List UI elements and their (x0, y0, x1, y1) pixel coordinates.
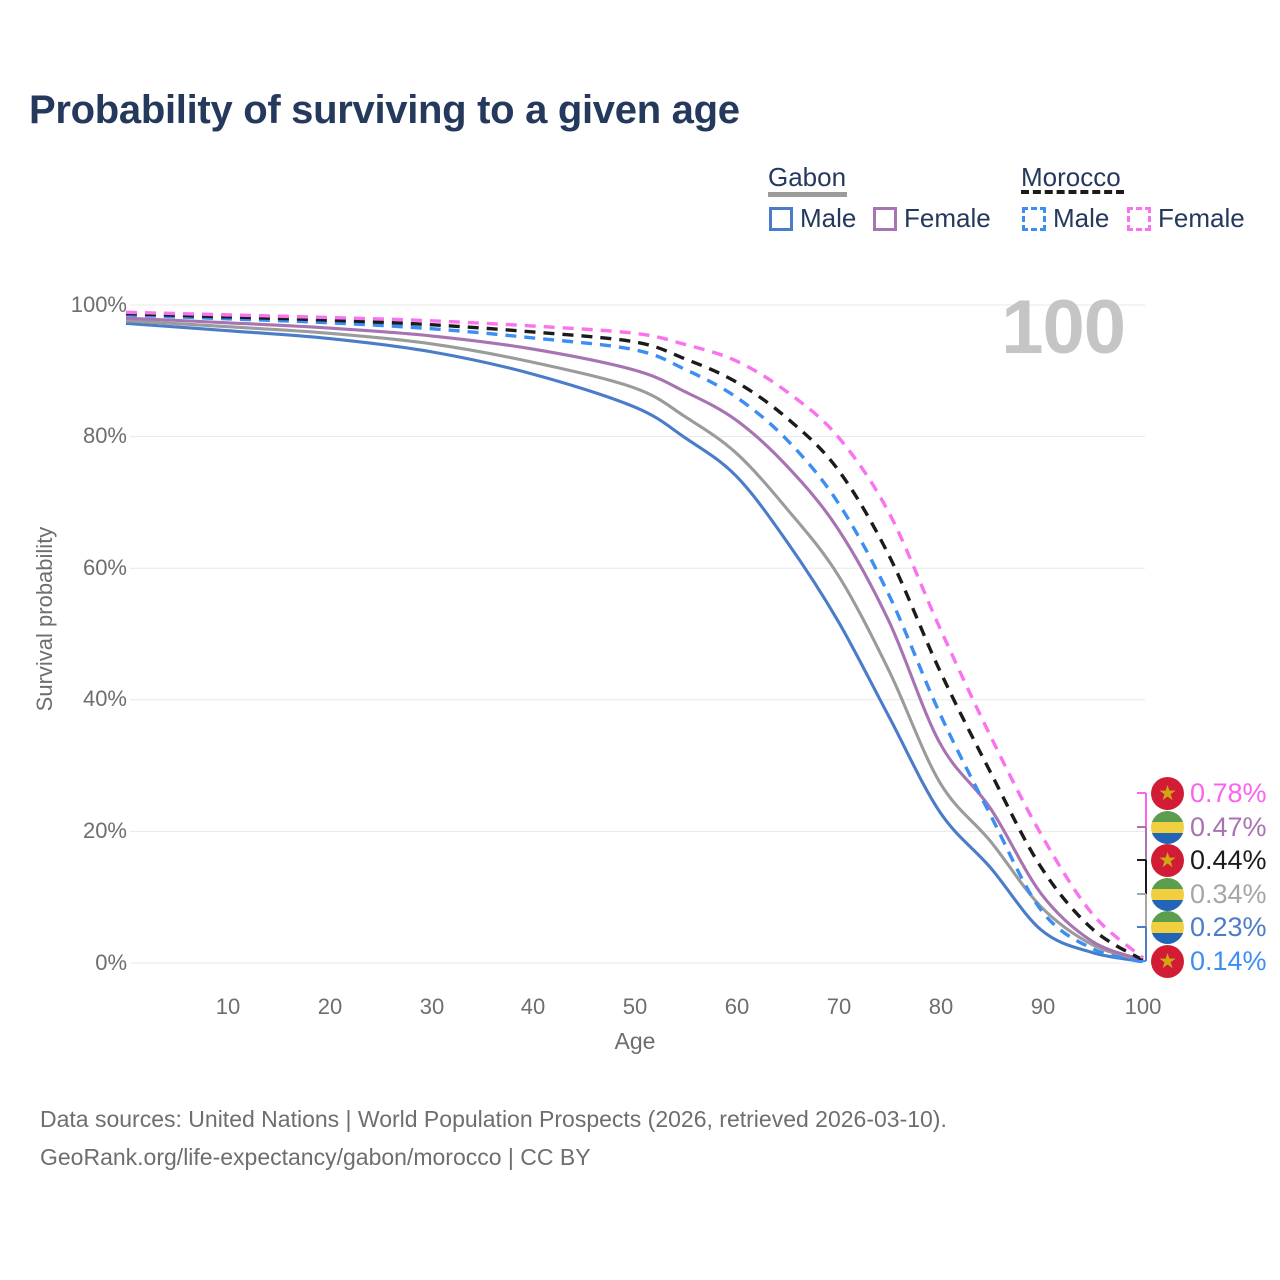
y-tick-80: 80% (82, 423, 127, 448)
end-value: 0.34% (1190, 878, 1267, 909)
legend-item-gabon-male[interactable]: Male (769, 203, 856, 234)
gabon-flag-icon (1151, 910, 1184, 944)
x-tick-70: 70 (826, 994, 852, 1019)
y-tick-20: 20% (82, 818, 127, 843)
gabon-flag-icon (1151, 877, 1184, 911)
gabon-male-swatch-icon (769, 206, 793, 231)
x-axis-title: Age (614, 1028, 656, 1054)
legend-group-gabon-header[interactable]: Gabon (768, 162, 847, 192)
morocco-male-swatch-icon (1022, 206, 1046, 231)
end-label-morocco-female: 0.78% (1151, 776, 1267, 810)
end-value: 0.14% (1190, 945, 1267, 976)
legend-item-label: Male (800, 203, 857, 233)
gabon-line-style-swatch (768, 192, 847, 197)
y-tick-0: 0% (95, 950, 127, 975)
hover-age-label: 100 (1001, 285, 1126, 370)
x-tick-90: 90 (1030, 994, 1056, 1019)
chart-title: Probability of surviving to a given age (29, 88, 740, 132)
end-label-gabon-male: 0.23% (1151, 910, 1267, 944)
end-label-morocco-male: 0.14% (1151, 944, 1267, 978)
attribution-note: GeoRank.org/life-expectancy/gabon/morocc… (40, 1144, 591, 1170)
end-value: 0.23% (1190, 911, 1267, 942)
x-tick-10: 10 (215, 994, 241, 1019)
legend-item-label: Female (904, 203, 991, 233)
x-tick-80: 80 (928, 994, 954, 1019)
x-tick-40: 40 (520, 994, 546, 1019)
y-tick-100: 100% (70, 292, 127, 317)
end-value: 0.44% (1190, 844, 1267, 875)
data-sources-note: Data sources: United Nations | World Pop… (40, 1106, 947, 1132)
gabon-flag-icon (1151, 810, 1184, 844)
morocco-line-style-swatch (1021, 190, 1124, 194)
end-label-gabon-female: 0.47% (1151, 810, 1267, 844)
x-tick-60: 60 (724, 994, 750, 1019)
legend-item-gabon-female[interactable]: Female (873, 203, 991, 234)
y-tick-40: 40% (82, 686, 127, 711)
gabon-female-swatch-icon (873, 206, 897, 231)
end-value: 0.78% (1190, 777, 1267, 808)
morocco-flag-icon (1151, 944, 1184, 978)
x-tick-100: 100 (1124, 994, 1162, 1019)
legend-item-label: Male (1053, 203, 1110, 233)
end-label-morocco-all: 0.44% (1151, 843, 1267, 877)
end-value: 0.47% (1190, 811, 1267, 842)
x-tick-20: 20 (317, 994, 343, 1019)
morocco-female-swatch-icon (1127, 206, 1151, 231)
morocco-flag-icon (1151, 776, 1184, 810)
y-tick-60: 60% (82, 555, 127, 580)
legend-group-morocco-header[interactable]: Morocco (1021, 162, 1121, 192)
legend-item-label: Female (1158, 203, 1245, 233)
legend-item-morocco-female[interactable]: Female (1127, 203, 1245, 234)
end-label-gabon-all: 0.34% (1151, 877, 1267, 911)
morocco-flag-icon (1151, 843, 1184, 877)
x-tick-50: 50 (622, 994, 648, 1019)
x-tick-30: 30 (419, 994, 445, 1019)
legend-item-morocco-male[interactable]: Male (1022, 203, 1109, 234)
